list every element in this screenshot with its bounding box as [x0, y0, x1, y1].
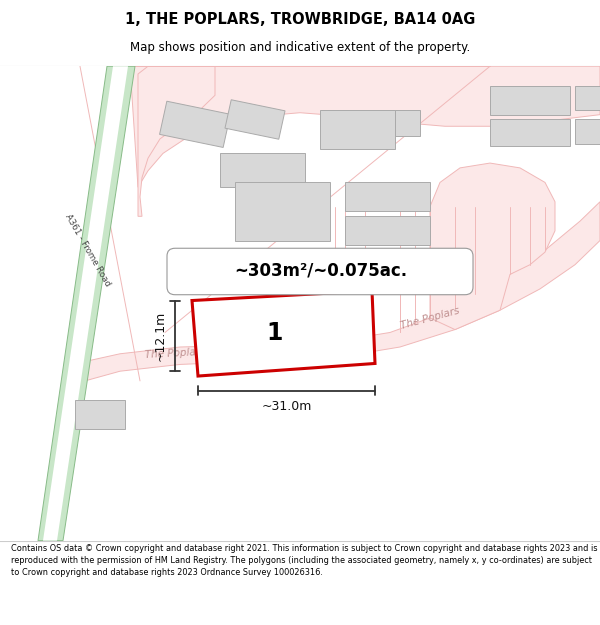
Polygon shape: [225, 100, 285, 139]
Text: Map shows position and indicative extent of the property.: Map shows position and indicative extent…: [130, 41, 470, 54]
Polygon shape: [395, 110, 420, 136]
Text: ~12.1m: ~12.1m: [154, 311, 167, 361]
Text: 1, THE POPLARS, TROWBRIDGE, BA14 0AG: 1, THE POPLARS, TROWBRIDGE, BA14 0AG: [125, 12, 475, 28]
Polygon shape: [75, 400, 125, 429]
Text: 1: 1: [266, 321, 283, 345]
Polygon shape: [345, 216, 430, 246]
Polygon shape: [220, 153, 305, 188]
Polygon shape: [192, 291, 375, 376]
Polygon shape: [490, 119, 570, 146]
Text: A361 - Frome Road: A361 - Frome Road: [64, 213, 112, 288]
Polygon shape: [160, 101, 230, 148]
Polygon shape: [235, 182, 330, 241]
Text: Contains OS data © Crown copyright and database right 2021. This information is : Contains OS data © Crown copyright and d…: [11, 544, 597, 577]
Polygon shape: [65, 202, 600, 391]
Polygon shape: [38, 66, 135, 541]
Text: The Poplars: The Poplars: [145, 348, 206, 361]
FancyBboxPatch shape: [167, 248, 473, 295]
Polygon shape: [320, 110, 395, 149]
Polygon shape: [130, 66, 600, 188]
Polygon shape: [575, 119, 600, 144]
Text: ~31.0m: ~31.0m: [262, 399, 311, 412]
Text: ~303m²/~0.075ac.: ~303m²/~0.075ac.: [235, 261, 407, 279]
Polygon shape: [575, 86, 600, 110]
Polygon shape: [345, 182, 430, 211]
Text: The Poplars: The Poplars: [400, 305, 461, 331]
Polygon shape: [0, 66, 138, 541]
Polygon shape: [430, 163, 555, 329]
Polygon shape: [43, 66, 128, 541]
Polygon shape: [138, 66, 215, 216]
Polygon shape: [490, 86, 570, 114]
